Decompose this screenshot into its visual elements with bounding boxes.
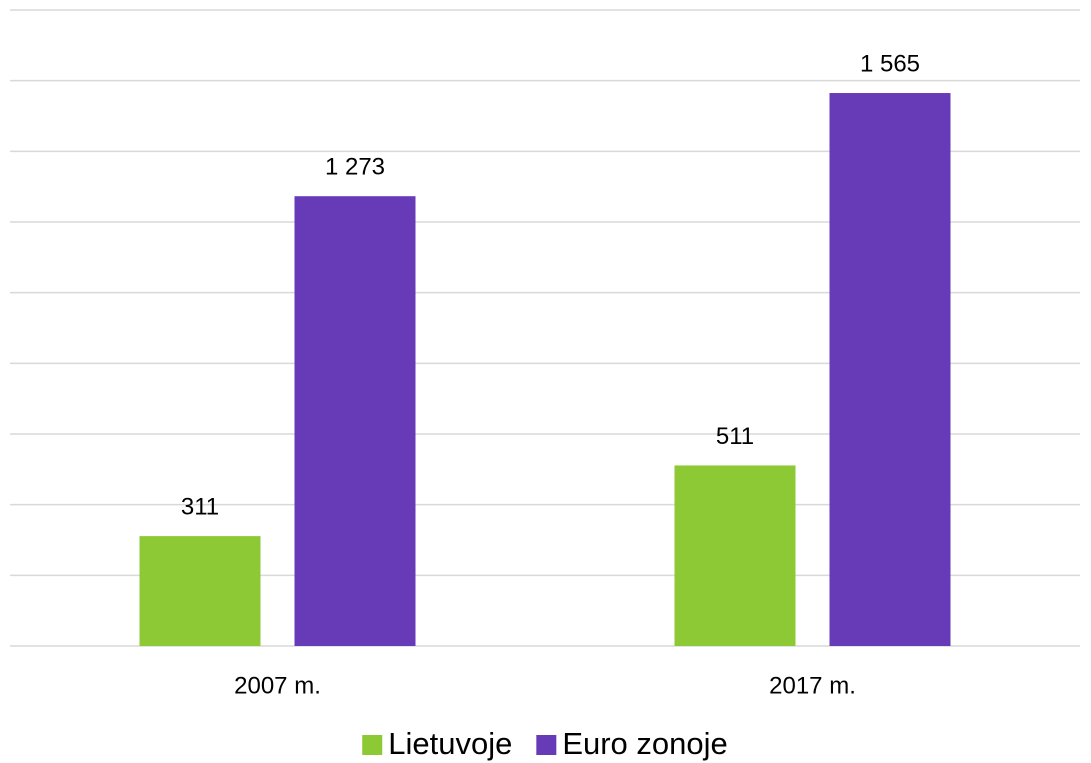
x-tick-label: 2017 m. [769,672,856,699]
x-tick-label: 2007 m. [234,672,321,699]
legend-label: Euro zonoje [562,726,727,761]
data-label: 1 273 [325,154,385,181]
bar [829,93,951,647]
data-label: 511 [716,423,754,450]
bar [139,536,261,646]
legend: Lietuvoje Euro zonoje [362,726,728,761]
legend-label: Lietuvoje [388,726,512,761]
legend-swatch [362,735,383,755]
data-label: 1 565 [860,50,920,77]
data-label: 311 [181,493,219,520]
bar [674,465,796,646]
bar [294,196,416,646]
legend-swatch [536,735,557,755]
